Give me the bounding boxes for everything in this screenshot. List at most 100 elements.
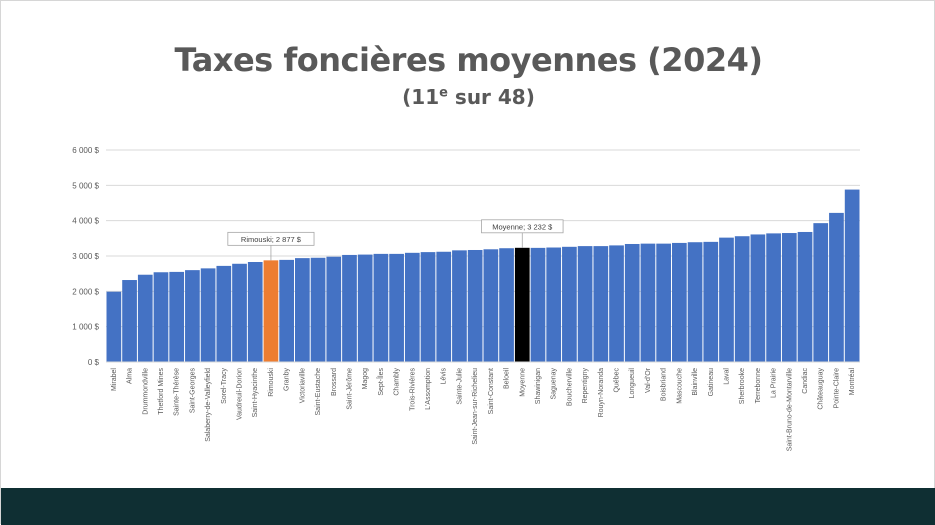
- x-tick-label: Salaberry-de-Valleyfield: [205, 368, 212, 442]
- chart-title: Taxes foncières moyennes (2024): [174, 41, 763, 79]
- bar-44: [781, 233, 797, 362]
- bar-32: [593, 246, 609, 362]
- x-tick-label: Saguenay: [551, 368, 558, 400]
- footer-band: [1, 488, 935, 525]
- x-tick-label: Shawinigan: [535, 368, 542, 404]
- rimouski-callout-box: [227, 231, 315, 246]
- bar-34: [624, 243, 640, 362]
- average-callout-label: Moyenne; 3 232 $: [492, 222, 553, 231]
- bar-22: [436, 251, 452, 362]
- x-tick-label: Boucherville: [566, 368, 573, 406]
- bar-47: [829, 212, 844, 362]
- bar-41: [734, 236, 750, 362]
- x-tick-label: Saint-Bruno-de-Montarville: [786, 368, 793, 451]
- x-tick-label: Terrebonne: [755, 368, 762, 404]
- bar-43: [766, 233, 781, 362]
- x-tick-label: Candiac: [802, 368, 809, 394]
- x-tick-label: Saint-Constant: [488, 368, 495, 414]
- bar-13: [295, 258, 310, 362]
- bar-1: [106, 291, 122, 362]
- y-tick-label: 3 000 $: [72, 252, 99, 261]
- bar-9: [232, 263, 247, 362]
- bar-48: [844, 189, 860, 362]
- x-tick-label: Saint-Jérôme: [346, 368, 353, 410]
- y-tick-label: 5 000 $: [72, 181, 99, 190]
- x-tick-label: Blainville: [692, 368, 699, 396]
- bar-11: [263, 260, 279, 362]
- bar-2: [122, 280, 137, 362]
- bar-4: [153, 272, 169, 362]
- x-tick-label: Sainte-Julie: [456, 368, 463, 405]
- subtitle-total: sur 48): [447, 85, 535, 109]
- x-tick-label: Alma: [127, 368, 134, 384]
- chart-subtitle: (11e sur 48): [1, 85, 935, 109]
- bar-12: [279, 259, 294, 362]
- x-tick-label: Saint-Eustache: [315, 368, 322, 416]
- x-tick-label: Québec: [614, 368, 621, 393]
- x-tick-label: Beloeil: [504, 368, 511, 389]
- average-callout-box: [481, 219, 564, 234]
- x-tick-label: Sherbrooke: [739, 368, 746, 404]
- bar-26: [499, 248, 514, 362]
- x-tick-label: Brossard: [331, 368, 338, 396]
- subtitle-superscript: e: [439, 85, 448, 101]
- bar-36: [656, 243, 671, 362]
- x-tick-label: Sainte-Thérèse: [174, 368, 181, 416]
- bar-45: [797, 231, 813, 362]
- x-tick-label: Victoriaville: [299, 368, 306, 403]
- bar-chart: 0 $ 1 000 $ 2 000 $ 3 000 $ 4 000 $ 5 000 $ 6 …: [72, 146, 860, 451]
- bar-21: [420, 252, 436, 362]
- subtitle-rank: (11: [402, 85, 440, 109]
- bar-40: [719, 237, 734, 362]
- x-tick-label: Pointe-Claire: [833, 368, 840, 409]
- x-tick-label: L'Assomption: [425, 368, 432, 410]
- x-tick-label: Vaudreuil-Dorion: [237, 368, 244, 420]
- x-tick-label: Lévis: [441, 368, 448, 385]
- x-tick-label: Laval: [723, 368, 730, 385]
- bar-35: [640, 243, 656, 362]
- x-tick-label: Gatineau: [708, 368, 715, 397]
- bar-5: [169, 271, 185, 362]
- rimouski-callout-label: Rimouski; 2 877 $: [241, 235, 302, 244]
- bar-17: [357, 254, 373, 362]
- x-tick-label: Repentigny: [582, 368, 589, 404]
- bar-31: [577, 246, 593, 362]
- bar-37: [672, 242, 687, 362]
- bar-27: [514, 247, 530, 362]
- bar-46: [813, 223, 829, 362]
- x-tick-label: Sorel-Tracy: [221, 368, 228, 404]
- bar-15: [326, 256, 342, 362]
- x-tick-label: Drummondville: [142, 368, 149, 415]
- x-tick-label: Rimouski: [268, 368, 275, 397]
- y-tick-label: 6 000 $: [72, 146, 99, 155]
- bar-18: [373, 253, 389, 362]
- x-tick-label: Granby: [284, 368, 291, 391]
- bar-24: [467, 249, 483, 362]
- bar-8: [216, 265, 232, 362]
- bar-14: [310, 257, 326, 362]
- x-tick-label: Saint-Georges: [189, 368, 196, 414]
- bar-39: [703, 241, 719, 362]
- bar-38: [687, 242, 703, 362]
- bar-25: [483, 249, 499, 362]
- bar-20: [404, 252, 420, 362]
- x-tick-label: Châteauguay: [818, 368, 825, 410]
- x-tick-label: Val-d'Or: [645, 367, 652, 393]
- x-tick-label: Mascouche: [676, 368, 683, 404]
- y-tick-label: 0 $: [88, 358, 100, 367]
- bar-29: [546, 247, 562, 362]
- x-tick-label: Rouyn-Noranda: [598, 368, 605, 418]
- bar-28: [530, 247, 546, 362]
- y-tick-label: 1 000 $: [72, 323, 99, 332]
- bar-10: [247, 262, 263, 362]
- bar-23: [452, 250, 467, 362]
- x-tick-label: Saint-Jean-sur-Richelieu: [472, 368, 479, 445]
- x-tick-label: Chambly: [394, 368, 401, 396]
- x-tick-label: Longueuil: [629, 368, 636, 399]
- x-tick-label: Thetford Mines: [158, 368, 165, 415]
- x-tick-label: Montréal: [849, 368, 856, 396]
- x-tick-label: Moyenne: [519, 368, 526, 397]
- bar-33: [609, 245, 624, 362]
- x-tick-label: Magog: [362, 368, 369, 390]
